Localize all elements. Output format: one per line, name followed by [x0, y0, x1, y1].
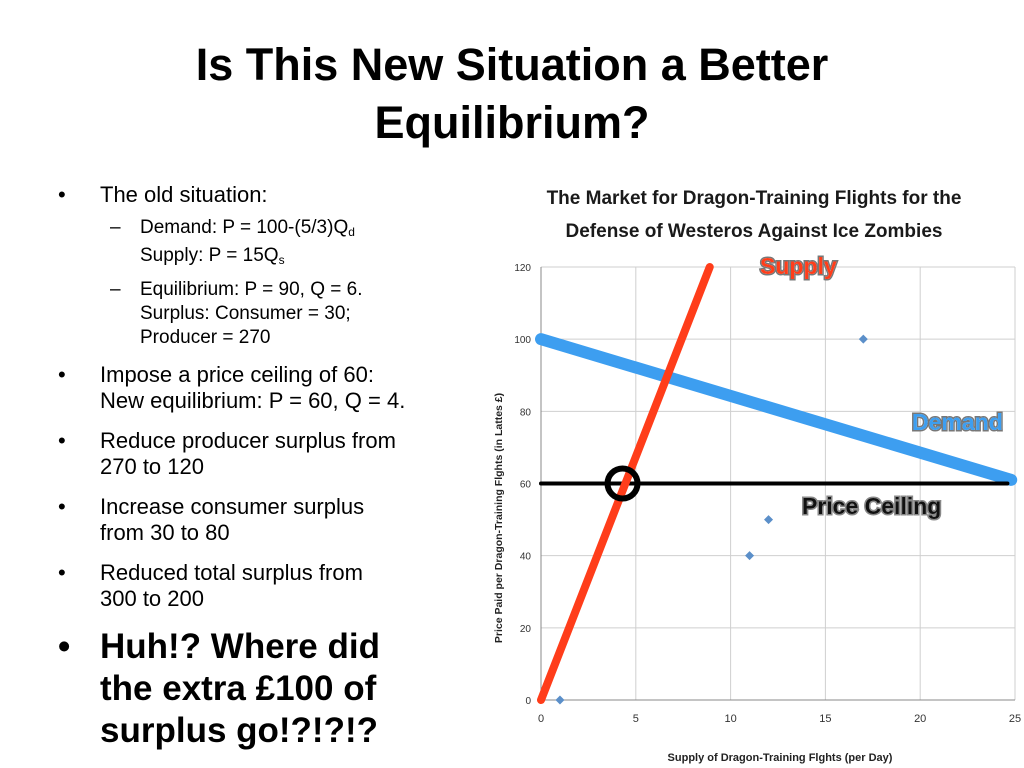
- x-tick-label: 0: [538, 713, 544, 725]
- bullet-producer-surplus: • Reduce producer surplus from 270 to 12…: [58, 428, 478, 480]
- bullet-huh: • Huh!? Where did the extra £100 of surp…: [58, 626, 478, 752]
- y-tick-label: 20: [520, 624, 532, 635]
- bullet-text: Huh!? Where did: [100, 627, 380, 666]
- supply-label: Supply Supply: [759, 252, 839, 281]
- bullet-text: New equilibrium: P = 60, Q = 4.: [100, 388, 406, 413]
- demand-equation: Demand: P = 100-(5/3)Qd: [140, 217, 355, 239]
- equilibrium-line2: Surplus: Consumer = 30;: [140, 303, 351, 324]
- scatter-point: [764, 515, 774, 525]
- equilibrium-line1: Equilibrium: P = 90, Q = 6.: [140, 279, 363, 300]
- y-tick-label: 120: [514, 263, 531, 274]
- x-tick-label: 25: [1009, 713, 1021, 725]
- y-tick-label: 100: [514, 335, 531, 346]
- supply-label-text: Supply: [760, 253, 837, 279]
- scatter-point: [858, 334, 868, 344]
- supply-equation: Supply: P = 15Qs: [140, 245, 285, 267]
- bullet-dot: •: [58, 428, 66, 453]
- sub-bullet-equilibrium: – Equilibrium: P = 90, Q = 6. Surplus: C…: [58, 278, 478, 350]
- bullet-dot: •: [58, 560, 66, 585]
- bullet-list: • The old situation: – Demand: P = 100-(…: [58, 182, 478, 766]
- x-tick-label: 10: [724, 713, 736, 725]
- equilibrium-line3: Producer = 270: [140, 327, 271, 348]
- x-tick-label: 15: [819, 713, 831, 725]
- bullet-dash: –: [110, 279, 121, 300]
- bullet-dot: •: [58, 182, 66, 207]
- demand-label-text: Demand: [912, 409, 1003, 435]
- bullet-dot: •: [58, 362, 66, 387]
- price-ceiling-label: Price Ceiling Price Ceiling: [801, 492, 943, 521]
- y-tick-label: 60: [520, 480, 532, 491]
- y-axis-label: Price Paid per Dragon-Training Flghts (i…: [493, 393, 505, 643]
- sub-bullet-equations: – Demand: P = 100-(5/3)Qd Supply: P = 15…: [58, 216, 478, 272]
- bullet-price-ceiling: • Impose a price ceiling of 60: New equi…: [58, 362, 478, 414]
- bullet-old-situation: • The old situation:: [58, 182, 478, 208]
- demand-label: Demand Demand: [911, 408, 1005, 437]
- bullet-consumer-surplus: • Increase consumer surplus from 30 to 8…: [58, 494, 478, 546]
- bullet-text: from 30 to 80: [100, 520, 230, 545]
- bullet-text: Reduced total surplus from: [100, 560, 363, 585]
- bullet-total-surplus: • Reduced total surplus from 300 to 200: [58, 560, 478, 612]
- scatter-point: [745, 551, 755, 561]
- scatter-point: [555, 695, 565, 705]
- x-axis-label: Supply of Dragon-Training Flghts (per Da…: [668, 752, 893, 764]
- bullet-text: 300 to 200: [100, 586, 204, 611]
- demand-label-text: Demand: [912, 409, 1003, 435]
- bullet-dot: •: [58, 494, 66, 519]
- price-ceiling-label-text: Price Ceiling: [802, 493, 941, 519]
- market-chart: The Market for Dragon-Training Flights f…: [493, 188, 1021, 764]
- plot-area: 0 20 40 60 80 100 120 0 5 10 15 20 25: [514, 263, 1021, 725]
- series-line-demand: [535, 333, 1018, 486]
- slide-title-line2: Equilibrium?: [374, 97, 650, 148]
- price-ceiling-label-text: Price Ceiling: [802, 493, 941, 519]
- y-tick-label: 40: [520, 552, 532, 563]
- bullet-text: the extra £100 of: [100, 669, 377, 708]
- chart-title-line2: Defense of Westeros Against Ice Zombies: [566, 221, 943, 242]
- bullet-dot: •: [58, 627, 71, 666]
- bullet-text: 270 to 120: [100, 454, 204, 479]
- y-tick-label: 80: [520, 407, 532, 418]
- series-line-supply: [537, 263, 714, 704]
- bullet-text: Reduce producer surplus from: [100, 428, 396, 453]
- bullet-text: Impose a price ceiling of 60:: [100, 362, 374, 387]
- bullet-text: surplus go!?!?!?: [100, 711, 379, 750]
- equilibrium-highlight-circle: [604, 465, 641, 502]
- y-tick-label: 0: [525, 696, 531, 707]
- x-tick-label: 20: [914, 713, 926, 725]
- x-tick-label: 5: [633, 713, 639, 725]
- bullet-text: The old situation:: [100, 182, 268, 207]
- bullet-dash: –: [110, 217, 121, 238]
- bullet-text: Increase consumer surplus: [100, 494, 365, 519]
- chart-title-line1: The Market for Dragon-Training Flights f…: [547, 188, 962, 209]
- supply-label-text: Supply: [760, 253, 837, 279]
- slide-title: Is This New Situation a Better Equilibri…: [100, 36, 924, 152]
- slide-title-line1: Is This New Situation a Better: [195, 39, 829, 90]
